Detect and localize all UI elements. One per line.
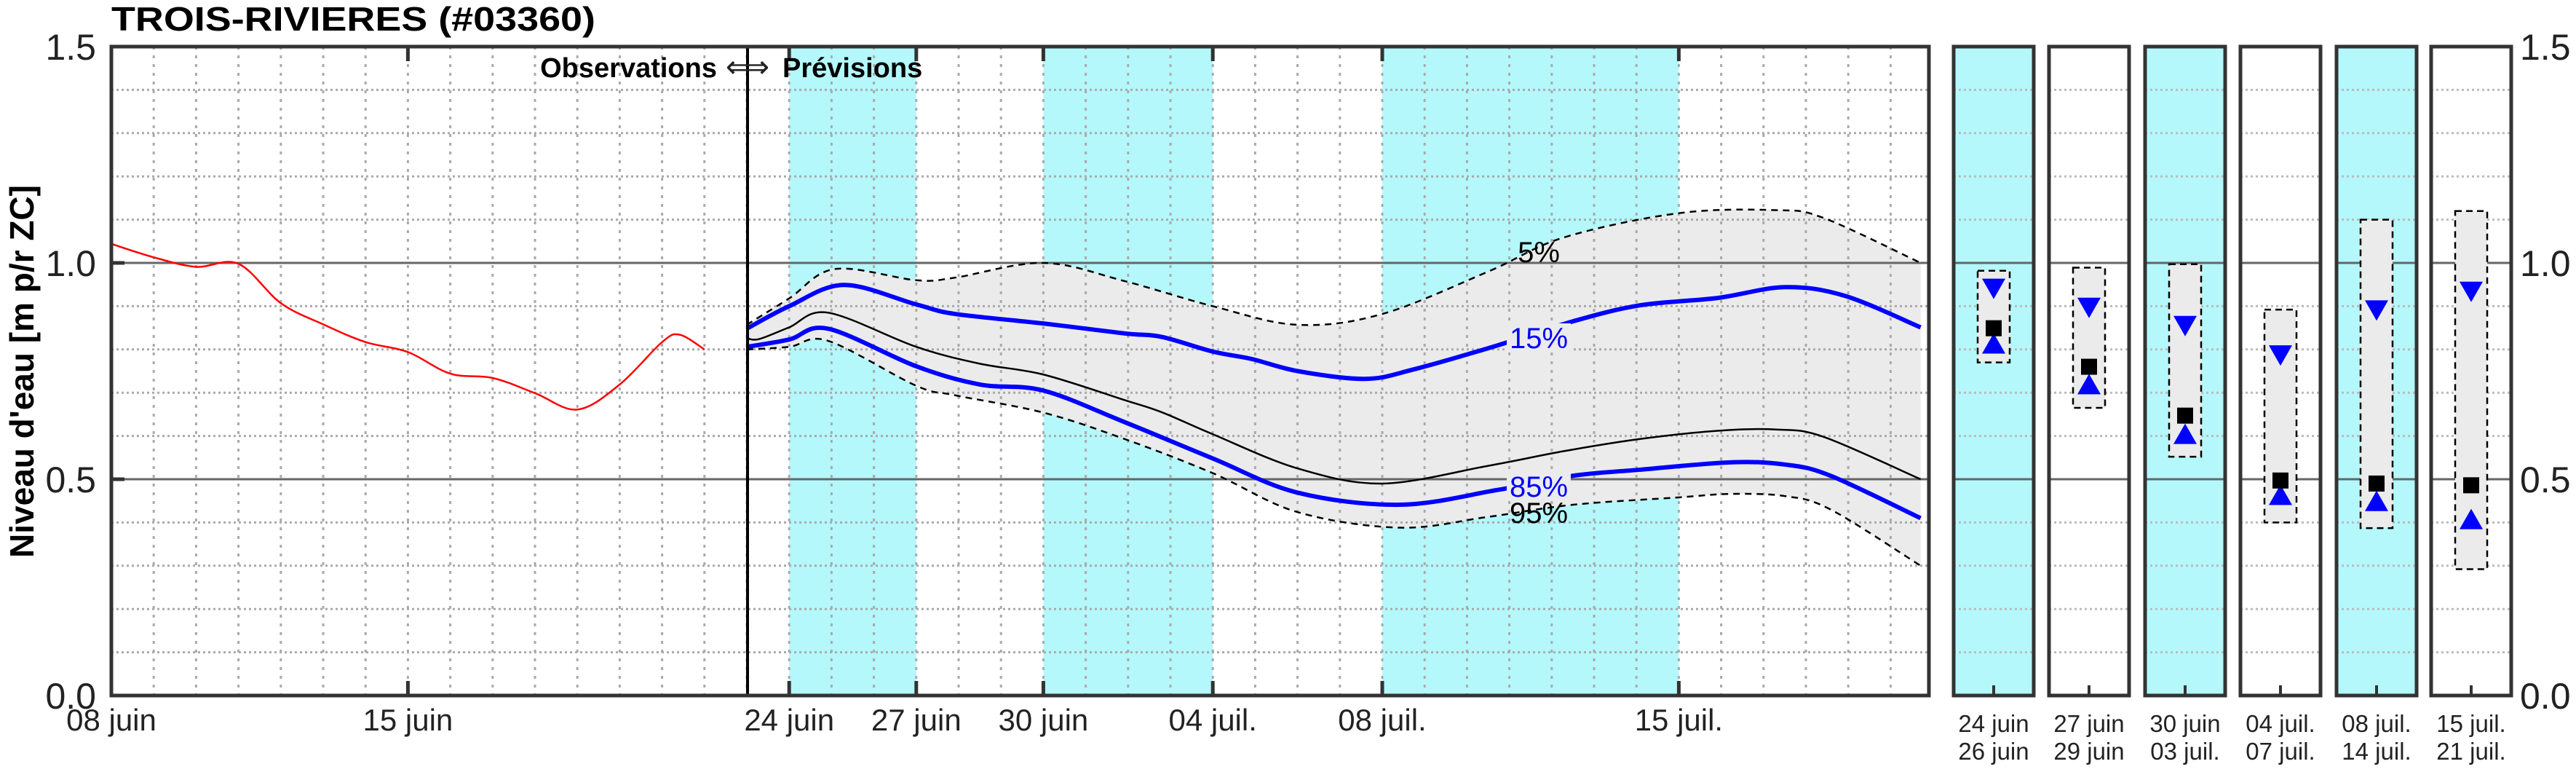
panel-date-label: 07 juil. [2246,738,2315,765]
x-tick-label: 04 juil. [1168,703,1256,737]
series-line-p15 [745,283,1922,382]
right-y-tick-label: 0.0 [2520,676,2571,717]
y-axis-label: Niveau d'eau [m p/r ZC] [3,185,41,558]
p15-down-triangle-marker [2269,345,2292,366]
panel-date-label: 03 juil. [2150,738,2219,765]
p85-up-triangle-marker [1982,333,2005,354]
right-y-tick-label: 1.5 [2520,27,2571,68]
x-tick-label: 24 juin [744,703,834,737]
median-square-marker [2369,475,2385,492]
panel-date-label: 04 juil. [2246,710,2315,737]
x-tick-label: 30 juin [999,703,1089,737]
p15-down-triangle-marker [2077,297,2101,318]
right-y-tick-label: 0.5 [2520,460,2571,500]
series-line-median [746,311,1922,485]
series-label: 15% [1510,323,1568,355]
series-line-p85 [746,326,1922,521]
panel-date-label: 08 juil. [2342,710,2411,737]
right-y-tick-label: 1.0 [2520,243,2571,284]
panel-date-label: 26 juin [1958,738,2029,765]
p85-up-triangle-marker [2365,490,2388,511]
observations-label: Observations [540,53,717,84]
p15-down-triangle-marker [2365,300,2388,321]
period-panel: 15 juil.21 juil. [2429,44,2513,765]
median-square-marker [2272,472,2288,489]
p85-up-triangle-marker [2173,423,2197,444]
percentile-band [747,209,1921,566]
y-tick-label: 1.0 [45,243,96,284]
x-tick-label: 15 juin [363,703,453,737]
panel-date-label: 14 juil. [2342,738,2411,765]
panel-date-label: 21 juil. [2436,738,2505,765]
p15-down-triangle-marker [1982,278,2005,299]
series-label-background [1507,323,1571,351]
p15-down-triangle-marker [2173,315,2197,336]
x-tick-label: 27 juin [871,703,962,737]
y-tick-label: 1.5 [45,27,96,68]
series-label: 95% [1510,497,1568,529]
panel-date-label: 30 juin [2149,710,2220,737]
panel-date-label: 27 juin [2053,710,2124,737]
x-tick-label: 08 juil. [1338,703,1426,737]
p85-up-triangle-marker [2460,508,2483,529]
series-line-p5 [746,208,1922,326]
chart-title: TROIS-RIVIERES (#03360) [111,0,595,38]
median-square-marker [2177,407,2193,424]
p85-up-triangle-marker [2077,374,2101,395]
p15-down-triangle-marker [2460,281,2483,302]
period-panel: 04 juil.07 juil. [2238,44,2323,765]
panel-date-label: 29 juin [2053,738,2124,765]
series-label-background [1507,472,1571,500]
median-square-marker [2463,477,2479,494]
series-label: 5% [1518,237,1560,269]
p85-up-triangle-marker [2269,484,2292,505]
median-square-marker [1986,320,2002,336]
plot-frame [109,44,1931,698]
panel-background [1954,47,2034,696]
series-label: 85% [1510,471,1568,503]
panel-date-label: 24 juin [1958,710,2029,737]
median-square-marker [2081,358,2097,375]
panel-date-label: 15 juil. [2436,710,2505,737]
x-tick-label: 08 juin [66,703,156,737]
x-tick-label: 15 juil. [1635,703,1723,737]
observed-line [111,243,705,411]
y-tick-label: 0.5 [45,460,96,500]
main-plot: 5% 15% 85%95% 08 juin 15 juin 24 juin 27 juin 3… [45,27,1931,737]
period-panel: 08 juil.14 juil. [2334,44,2419,765]
y-tick-label: 0.0 [45,676,96,717]
forecast-label: Prévisions [782,53,922,84]
observations-forecast-arrow: ⟺ [726,50,769,84]
